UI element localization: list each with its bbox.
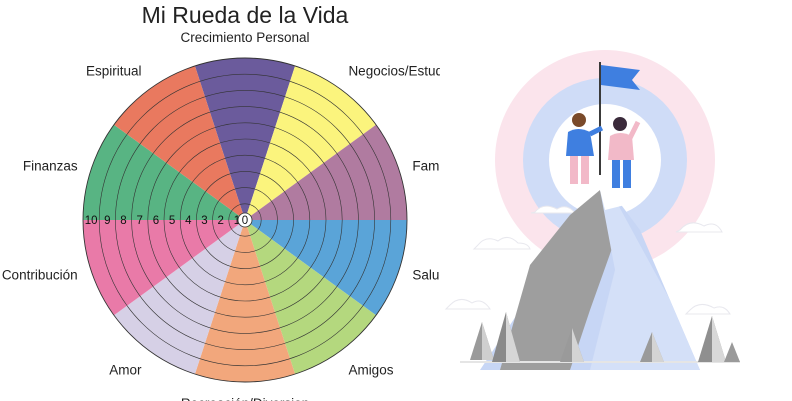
scale-tick-label: 8 <box>120 215 126 227</box>
flag-icon <box>601 65 640 90</box>
category-label: Crecimiento Personal <box>180 30 309 45</box>
category-label: Espiritual <box>86 64 142 79</box>
ring-6 <box>147 122 343 318</box>
center-zero-badge <box>237 212 253 228</box>
ring-8 <box>115 90 375 350</box>
chart-title: Mi Rueda de la Vida <box>142 2 349 28</box>
category-label: Contribución <box>2 267 78 282</box>
life-wheel-chart: Mi Rueda de la Vida Crecimiento Personal… <box>2 2 440 401</box>
ring-10 <box>82 57 408 383</box>
cloud-icons <box>444 205 731 315</box>
ring-4 <box>179 154 311 286</box>
sector-contribucion <box>83 220 245 316</box>
ring-9 <box>98 73 392 367</box>
sector-finanzas <box>83 124 245 220</box>
mountain-summit-illustration <box>444 50 740 370</box>
sector-espiritual <box>113 65 246 221</box>
scale-tick-label: 3 <box>201 215 207 227</box>
sector-negocios-estudios <box>245 65 377 221</box>
category-labels: Crecimiento Personal Negocios/Estudios Fam… <box>2 30 440 401</box>
scale-tick-label: 7 <box>136 215 142 227</box>
scale-tick-label: 5 <box>169 215 175 227</box>
ring-7 <box>131 106 359 334</box>
sector-amigos <box>245 220 377 375</box>
category-label: Amigos <box>348 362 393 377</box>
sector-salud <box>245 220 407 316</box>
scale-tick-label: 10 <box>85 215 98 227</box>
sector-familia <box>245 124 408 220</box>
category-label: Familia <box>412 159 440 174</box>
scale-tick-label: 0 <box>242 215 248 227</box>
ring-2 <box>212 187 278 253</box>
ring-3 <box>196 171 294 269</box>
wheel-rings <box>82 57 408 383</box>
mountain-light-face-icon <box>590 190 700 370</box>
scale-tick-label: 4 <box>185 215 192 227</box>
ring-1 <box>228 203 262 237</box>
scale-tick-labels: 10 9 8 7 6 5 4 3 2 1 0 <box>85 212 253 228</box>
scale-tick-label: 9 <box>104 215 110 227</box>
sector-amor <box>113 220 246 375</box>
category-label: Salud <box>412 267 440 282</box>
person-right-icon <box>608 117 641 188</box>
category-label: Recreación/Diversion <box>181 396 309 401</box>
category-label: Negocios/Estudios <box>348 64 440 79</box>
scale-tick-label: 1 <box>234 215 240 227</box>
category-label: Amor <box>109 362 142 377</box>
snow-cap-icon <box>600 185 625 210</box>
category-label: Finanzas <box>23 159 78 174</box>
wheel-sectors <box>83 57 408 382</box>
scale-tick-label: 6 <box>153 215 159 227</box>
pine-tree-icons <box>470 312 740 362</box>
mountain-front-icon <box>500 190 615 370</box>
ring-5 <box>163 138 327 302</box>
person-left-icon <box>566 113 604 184</box>
scale-tick-label: 2 <box>217 215 223 227</box>
